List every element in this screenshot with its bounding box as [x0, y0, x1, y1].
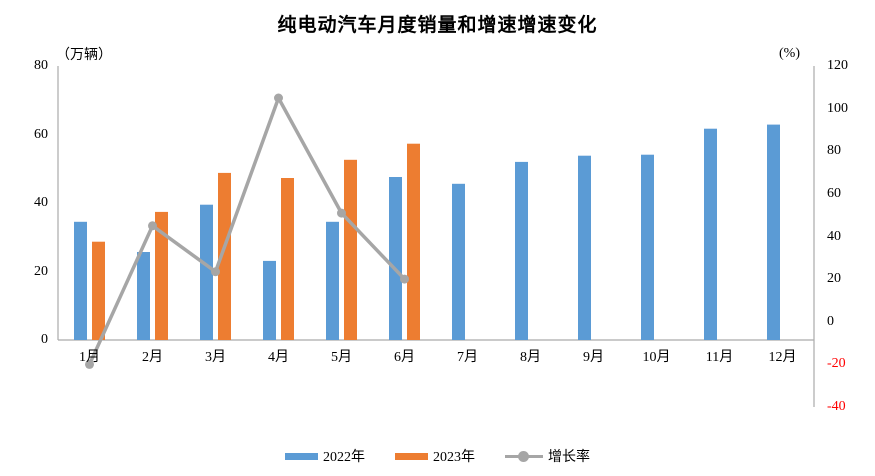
- bar-2022年-10月: [641, 154, 654, 340]
- bar-2022年-5月: [326, 221, 339, 340]
- left-axis-tick-0: 0: [41, 332, 48, 347]
- right-axis-tick-20: 20: [827, 271, 841, 286]
- legend-label-2023: 2023年: [433, 450, 475, 465]
- right-axis-tick-80: 80: [827, 143, 841, 158]
- x-axis-label-8月: 8月: [520, 350, 541, 365]
- legend-item-2023: 2023年: [395, 446, 475, 466]
- left-axis-tick-20: 20: [34, 264, 48, 279]
- right-axis-tick-120: 120: [827, 58, 848, 73]
- bar-2022年-1月: [74, 221, 87, 340]
- x-axis-label-7月: 7月: [457, 350, 478, 365]
- bar-2022年-11月: [704, 128, 717, 340]
- growth-rate-line: [87, 96, 406, 366]
- right-axis-tick-100: 100: [827, 101, 848, 116]
- x-axis-label-5月: 5月: [331, 350, 352, 365]
- legend-swatch-2022-icon: [285, 452, 318, 460]
- growth-rate-marker-1月: [85, 359, 94, 369]
- x-axis-label-1月: 1月: [79, 350, 100, 365]
- right-axis-tick--40: -40: [827, 399, 846, 414]
- x-axis-label-2月: 2月: [142, 350, 163, 365]
- right-axis-tick-40: 40: [827, 229, 841, 244]
- chart-title: 纯电动汽车月度销量和增速增速变化: [277, 15, 598, 36]
- legend: 2022年 2023年 增长率: [0, 446, 875, 466]
- left-axis-tick-40: 40: [34, 195, 48, 210]
- left-axis-tick-80: 80: [34, 58, 48, 73]
- legend-line-marker-icon: [505, 450, 543, 462]
- bar-2022年-2月: [137, 252, 150, 340]
- bar-2023年-3月: [218, 172, 231, 340]
- bar-2022年-9月: [578, 155, 591, 340]
- right-axis-tick-0: 0: [827, 314, 834, 329]
- bar-2023年-4月: [281, 178, 294, 340]
- right-axis-unit-label: (%): [779, 46, 800, 61]
- growth-rate-marker-6月: [400, 274, 409, 284]
- bar-2023年-6月: [407, 143, 420, 340]
- legend-item-growth: 增长率: [505, 446, 590, 466]
- bar-2022年-6月: [389, 177, 402, 340]
- right-axis-tick--20: -20: [827, 356, 846, 371]
- right-axis-tick-60: 60: [827, 186, 841, 201]
- bar-2022年-7月: [452, 183, 465, 340]
- x-axis-label-10月: 10月: [642, 350, 671, 365]
- x-axis-label-3月: 3月: [205, 350, 226, 365]
- growth-rate-marker-3月: [211, 267, 220, 277]
- growth-rate-marker-4月: [274, 93, 283, 103]
- left-axis-tick-60: 60: [34, 127, 48, 142]
- bar-2022年-12月: [767, 124, 780, 340]
- legend-swatch-2023-icon: [395, 452, 428, 460]
- growth-rate-marker-5月: [337, 208, 346, 218]
- x-axis-label-11月: 11月: [705, 350, 734, 365]
- legend-item-2022: 2022年: [285, 446, 365, 466]
- bar-2023年-5月: [344, 159, 357, 340]
- x-axis-label-9月: 9月: [583, 350, 604, 365]
- x-axis-label-12月: 12月: [768, 350, 797, 365]
- legend-label-growth: 增长率: [548, 450, 590, 465]
- bar-2022年-3月: [200, 204, 213, 340]
- left-axis-unit-label: （万辆）: [56, 48, 112, 63]
- bar-2023年-1月: [92, 241, 105, 340]
- legend-label-2022: 2022年: [323, 450, 365, 465]
- bar-2022年-4月: [263, 260, 276, 340]
- bar-2022年-8月: [515, 161, 528, 340]
- growth-rate-marker-2月: [148, 221, 157, 231]
- x-axis-label-4月: 4月: [268, 350, 289, 365]
- x-axis-label-6月: 6月: [394, 350, 415, 365]
- bar-2023年-2月: [155, 211, 168, 340]
